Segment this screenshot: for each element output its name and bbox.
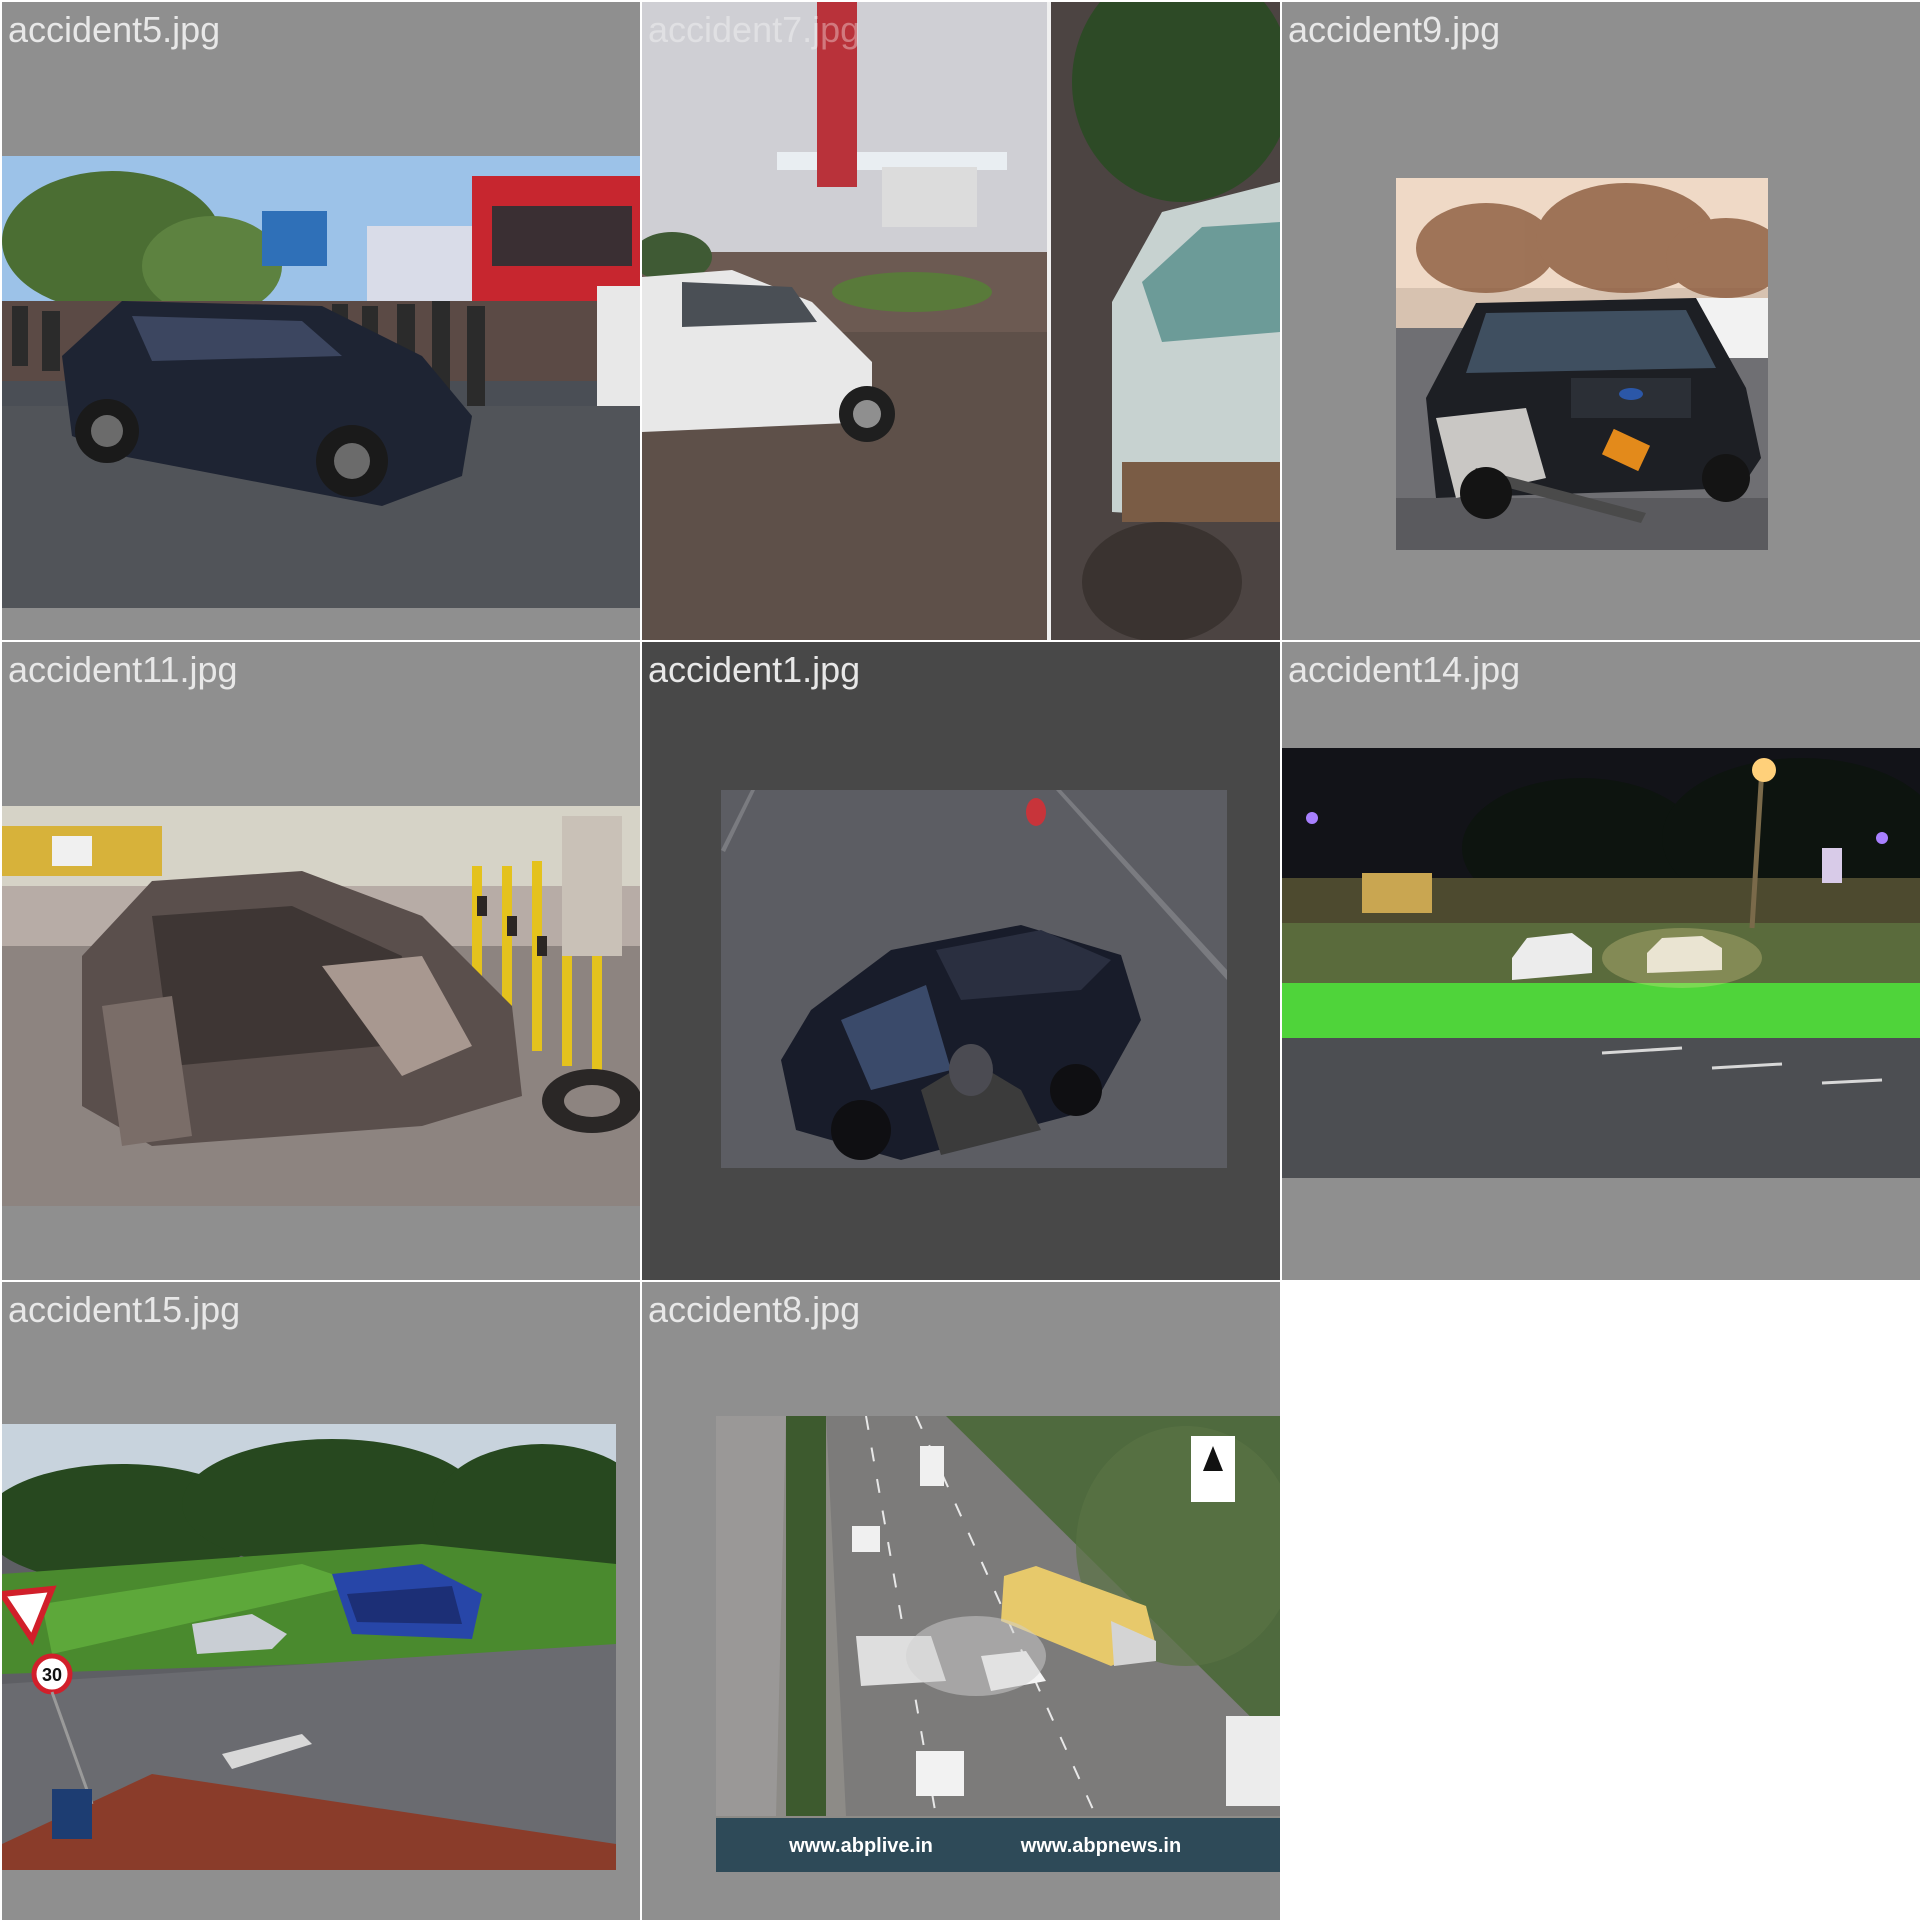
accident-photo: [1282, 748, 1920, 1178]
accident-photo: 30: [2, 1424, 616, 1870]
filename-label: accident8.jpg: [648, 1289, 861, 1330]
accident-photo: [721, 790, 1227, 1168]
accident-photo: [2, 806, 640, 1206]
thumbnail-tile[interactable]: accident5.jpg: [2, 2, 640, 640]
watermark-right: www.abpnews.in: [1020, 1835, 1181, 1857]
thumbnail-tile[interactable]: accident7.jpg: [642, 2, 1280, 640]
filename-label: accident1.jpg: [648, 649, 861, 690]
filename-label: accident7.jpg: [648, 9, 861, 50]
thumbnail-tile[interactable]: accident15.jpg 30: [2, 1282, 640, 1920]
thumbnail-tile[interactable]: accident14.jpg: [1282, 642, 1920, 1280]
filename-label: accident15.jpg: [8, 1289, 241, 1330]
filename-label: accident11.jpg: [8, 649, 238, 690]
thumbnail-tile[interactable]: accident11.jpg: [2, 642, 640, 1280]
accident-photo: [642, 2, 1280, 640]
watermark-left: www.abplive.in: [788, 1835, 933, 1857]
filename-label: accident9.jpg: [1288, 9, 1501, 50]
filename-label: accident14.jpg: [1288, 649, 1521, 690]
speed-limit-text: 30: [42, 1665, 62, 1685]
thumbnail-tile[interactable]: accident9.jpg: [1282, 2, 1920, 640]
thumbnail-tile[interactable]: accident1.jpg: [642, 642, 1280, 1280]
watermark-bar: [716, 1818, 1280, 1872]
filename-label: accident5.jpg: [8, 9, 221, 50]
accident-photo: [1396, 178, 1768, 550]
accident-photo: www.abplive.in www.abpnews.in: [716, 1416, 1280, 1872]
accident-photo: [2, 156, 640, 608]
thumbnail-tile[interactable]: accident8.jpg www.abplive.in www.abpnews…: [642, 1282, 1280, 1920]
